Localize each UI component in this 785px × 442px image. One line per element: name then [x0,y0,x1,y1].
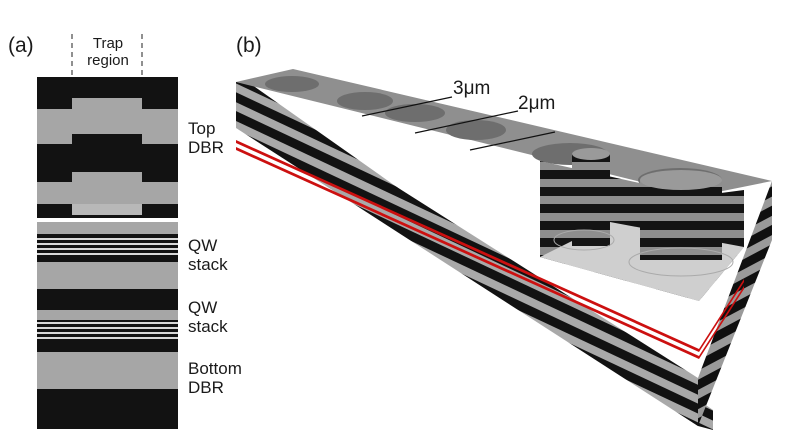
trap-label-line-1: Trap [92,35,124,52]
trap-pillar [385,104,445,122]
quantum-well-line [236,140,699,352]
trap-label-line-2: region [87,52,129,69]
exposed-pillar [640,180,722,260]
panel-b-3d-structure [236,69,772,430]
qw-stack-1-label: QW stack [188,236,228,274]
trap-step-dark [72,134,142,144]
bottom-dbr-label: Bottom DBR [188,359,242,397]
trap-step-light [72,172,142,182]
label-line: Bottom [188,359,242,378]
trap-step-light [72,98,142,109]
dimension-line-3um [361,96,453,117]
dimension-label-3um: 3μm [453,78,491,99]
trap-region-label: Trap region [81,35,135,69]
dimension-line-2um [414,110,519,134]
label-line: QW [188,298,218,317]
label-line: DBR [188,138,224,157]
label-line: stack [188,317,228,336]
label-line: DBR [188,378,224,397]
qw-stack-2-label: QW stack [188,298,228,336]
trap-step-light [72,204,142,215]
qw-stack-2-block [37,320,178,342]
side-face [698,181,772,426]
dimension-label-2um: 2μm [518,93,556,114]
trap-pillar [446,120,506,140]
trap-pillar [265,76,319,92]
dimension-line-2um-b [469,131,556,151]
trap-pillar [337,92,393,110]
label-line: stack [188,255,228,274]
panel-b-label: (b) [236,34,262,57]
label-line: Top [188,119,216,138]
top-dbr-label: Top DBR [188,119,224,157]
panel-a-label: (a) [8,34,34,57]
label-line: QW [188,236,218,255]
quantum-well-line [236,147,699,359]
panel-a-cross-section [37,34,178,429]
